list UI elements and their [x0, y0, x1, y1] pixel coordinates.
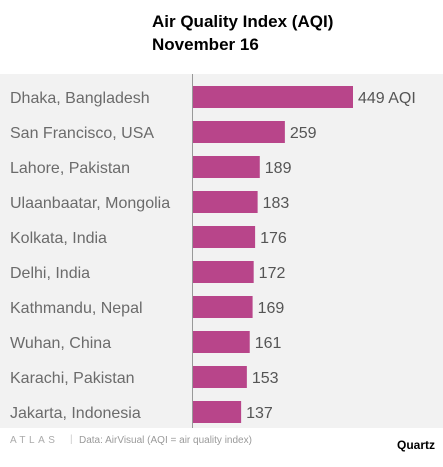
category-label: Kathmandu, Nepal [10, 300, 143, 317]
atlas-logo: ATLAS [10, 435, 59, 446]
chart-footer: ATLAS | Data: AirVisual (AQI = air quali… [10, 434, 435, 452]
category-label: Kolkata, India [10, 230, 107, 247]
chart-subtitle: November 16 [152, 35, 259, 54]
category-label: Jakarta, Indonesia [10, 405, 141, 422]
bar [192, 156, 260, 178]
bar [192, 401, 242, 423]
value-label: 176 [260, 230, 287, 247]
bar [192, 121, 285, 143]
bar-chart: Dhaka, Bangladesh 449 AQI San Francisco, U… [10, 74, 416, 428]
source-note: Data: AirVisual (AQI = air quality index… [79, 435, 252, 446]
category-label: Karachi, Pakistan [10, 370, 135, 387]
bar [192, 331, 250, 353]
category-label: Delhi, India [10, 265, 90, 282]
category-label: Dhaka, Bangladesh [10, 90, 150, 107]
value-label: 169 [258, 300, 285, 317]
chart-header: Air Quality Index (AQI) November 16 [152, 10, 333, 56]
value-label: 449 AQI [358, 90, 416, 107]
bar [192, 191, 258, 213]
bar [192, 226, 256, 248]
footer-separator: | [70, 434, 73, 445]
value-label: 161 [255, 335, 282, 352]
value-label: 183 [263, 195, 290, 212]
plot-area: Dhaka, Bangladesh 449 AQI San Francisco, U… [0, 74, 443, 428]
value-label: 172 [259, 265, 286, 282]
value-label: 153 [252, 370, 279, 387]
chart-title: Air Quality Index (AQI) [152, 12, 334, 31]
value-label: 137 [246, 405, 273, 422]
category-label: Lahore, Pakistan [10, 160, 130, 177]
bar [192, 261, 254, 283]
category-label: Ulaanbaatar, Mongolia [10, 195, 170, 212]
quartz-logo: Quartz [396, 438, 435, 452]
bar [192, 296, 253, 318]
category-label: Wuhan, China [10, 335, 111, 352]
bar [192, 366, 247, 388]
category-label: San Francisco, USA [10, 125, 154, 142]
value-label: 189 [265, 160, 292, 177]
bar [192, 86, 353, 108]
value-label: 259 [290, 125, 317, 142]
